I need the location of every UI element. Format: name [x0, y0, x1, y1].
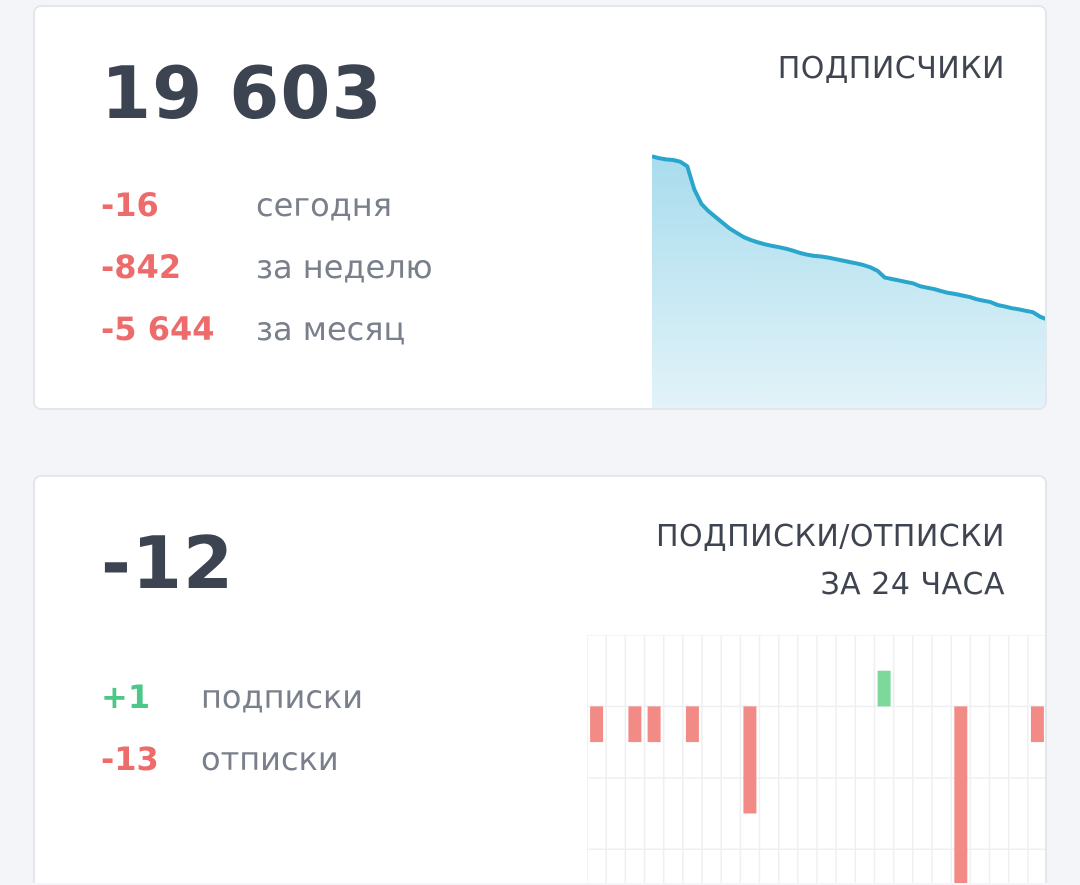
- daily-title-line1: ПОДПИСКИ/ОТПИСКИ: [655, 519, 1005, 554]
- subscribers-total: 19 603: [101, 51, 383, 135]
- stat-label: сегодня: [256, 186, 392, 224]
- daily-title-line2: ЗА 24 ЧАСА: [820, 567, 1005, 602]
- stat-value: -842: [101, 248, 182, 286]
- stat-label: отписки: [201, 740, 339, 778]
- stat-value: -16: [101, 186, 159, 224]
- subscribers-card: 19 603 ПОДПИСЧИКИ -16 сегодня -842 за не…: [33, 5, 1047, 410]
- bar-3[interactable]: [628, 706, 642, 743]
- daily-changes-card: -12 ПОДПИСКИ/ОТПИСКИ ЗА 24 ЧАСА +1 подпи…: [33, 475, 1047, 883]
- subscribers-area-chart[interactable]: [652, 149, 1047, 409]
- stat-value: -13: [101, 740, 159, 778]
- area-fill: [652, 156, 1045, 408]
- bar-6[interactable]: [685, 706, 699, 743]
- bar-24[interactable]: [1030, 706, 1044, 743]
- stat-label: за неделю: [256, 248, 433, 286]
- bar-4[interactable]: [647, 706, 661, 743]
- area-line: [652, 154, 1045, 321]
- stat-label: подписки: [201, 678, 364, 716]
- bar-1[interactable]: [590, 706, 604, 743]
- daily-bar-chart[interactable]: [587, 635, 1047, 883]
- stat-label: за месяц: [256, 310, 406, 348]
- daily-title: ПОДПИСКИ/ОТПИСКИ ЗА 24 ЧАСА: [656, 513, 1005, 609]
- daily-total: -12: [101, 521, 235, 605]
- stat-value: +1: [101, 678, 151, 716]
- bar-20[interactable]: [954, 706, 968, 883]
- bar-9[interactable]: [743, 706, 757, 814]
- subscribers-title: ПОДПИСЧИКИ: [777, 51, 1005, 86]
- stat-value: -5 644: [101, 310, 215, 348]
- bar-16[interactable]: [877, 670, 891, 707]
